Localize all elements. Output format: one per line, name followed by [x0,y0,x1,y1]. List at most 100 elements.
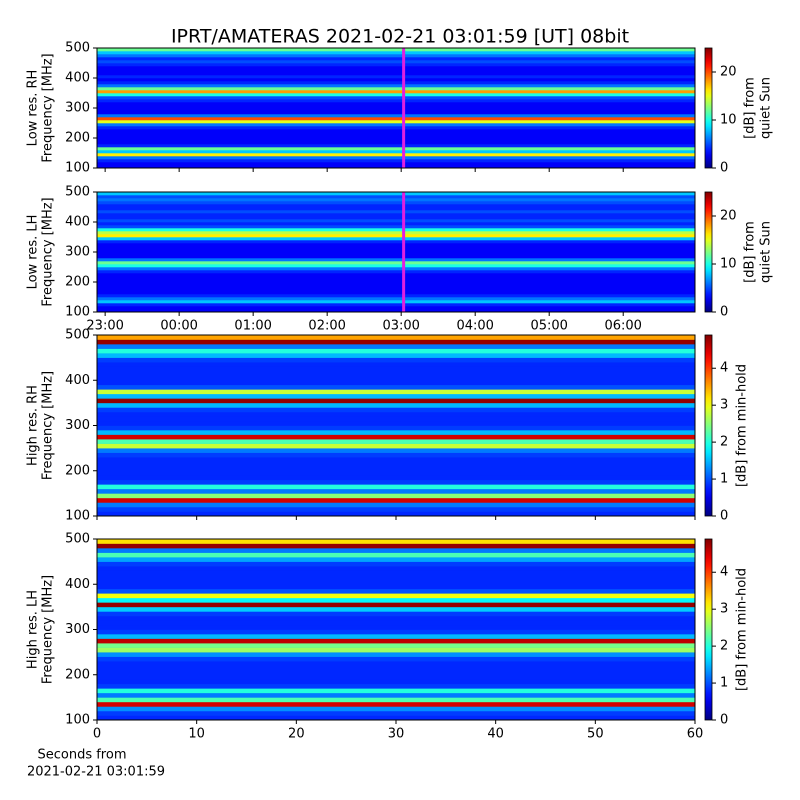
heatmap-row [97,261,695,265]
heatmap-row [97,276,695,280]
heatmap-row [97,84,695,88]
heatmap-row [97,566,695,571]
heatmap-row [97,692,695,698]
colorbar-label: [dB] from [743,77,758,139]
heatmap-row [97,63,695,67]
heatmap-row [97,159,695,163]
heatmap-row [97,120,695,124]
heatmap-row [97,57,695,61]
heatmap-row [97,99,695,103]
y-tick-label: 200 [65,275,90,290]
y-tick-label: 200 [65,667,90,682]
heatmap-row [97,629,695,635]
heatmap-row [97,96,695,100]
heatmap-row [97,117,695,121]
heatmap-row [97,135,695,139]
heatmap-row [97,204,695,208]
heatmap-row [97,240,695,244]
y-tick-label: 100 [65,509,90,524]
heatmap-row [97,69,695,73]
x-tick-label: 20 [288,727,305,742]
heatmap-row [97,715,695,721]
colorbar-label: quiet Sun [759,77,774,139]
heatmap-row [97,93,695,97]
heatmap-row [97,697,695,703]
heatmap-row [97,225,695,229]
x-axis-label: Seconds from [37,748,126,763]
heatmap-row [97,647,695,653]
colorbar-tick-label: 0 [720,305,728,320]
x-axis-label: 2021-02-21 03:01:59 [27,765,165,780]
heatmap-row [97,129,695,133]
heatmap-row [97,674,695,680]
heatmap-row [97,638,695,644]
heatmap-row [97,228,695,232]
colorbar-tick-label: 4 [720,565,728,580]
colorbar-tick-label: 2 [720,435,728,450]
heatmap-row [97,643,695,648]
heatmap-row [97,279,695,283]
heatmap-row [97,380,695,386]
heatmap-row [97,701,695,707]
heatmap-row [97,213,695,217]
x-tick-label: 06:00 [604,319,641,334]
colorbar [704,47,713,169]
heatmap-row [97,371,695,377]
heatmap-row [97,479,695,485]
heatmap-row [97,210,695,214]
heatmap-row [97,443,695,449]
y-tick-label: 500 [65,328,90,343]
heatmap-row [97,195,695,199]
heatmap-row [97,624,695,630]
heatmap-row [97,407,695,413]
heatmap-row [97,138,695,142]
y-tick-label: 100 [65,305,90,320]
heatmap-row [97,416,695,422]
heatmap-row [97,303,695,307]
heatmap-row [97,548,695,553]
heatmap-row [97,688,695,694]
heatmap-row [97,475,695,481]
heatmap-row [97,273,695,277]
y-axis-label: Frequency [MHz] [41,53,56,162]
heatmap-row [97,297,695,301]
y-tick-label: 300 [65,418,90,433]
heatmap-row [97,72,695,76]
heatmap-row [97,420,695,426]
heatmap-row [97,597,695,603]
heatmap-row [97,493,695,499]
heatmap-row [97,620,695,626]
y-tick-label: 400 [65,577,90,592]
heatmap-row [97,252,695,256]
heatmap-row [97,652,695,657]
heatmap-row [97,557,695,562]
heatmap-row [97,255,695,259]
heatmap-row [97,570,695,576]
y-tick-label: 300 [65,101,90,116]
heatmap-row [97,162,695,166]
colorbar-tick-label: 0 [720,509,728,524]
heatmap-row [97,656,695,662]
heatmap-row [97,710,695,716]
heatmap-row [97,497,695,503]
heatmap-row [97,192,695,196]
y-tick-label: 100 [65,713,90,728]
x-tick-label: 05:00 [530,319,567,334]
y-tick-label: 300 [65,622,90,637]
heatmap-row [97,706,695,712]
y-axis-label: High res. RH [26,385,41,466]
heatmap-row [97,466,695,472]
heatmap-row [97,393,695,399]
colorbar-tick-label: 0 [720,713,728,728]
heatmap-row [97,123,695,127]
heatmap-row [97,402,695,408]
heatmap-row [97,105,695,109]
heatmap-row [97,51,695,55]
heatmap-row [97,78,695,82]
x-tick-label: 10 [188,727,205,742]
y-tick-label: 200 [65,463,90,478]
heatmap-row [97,237,695,241]
heatmap-row [97,264,695,268]
heatmap-row [97,439,695,444]
